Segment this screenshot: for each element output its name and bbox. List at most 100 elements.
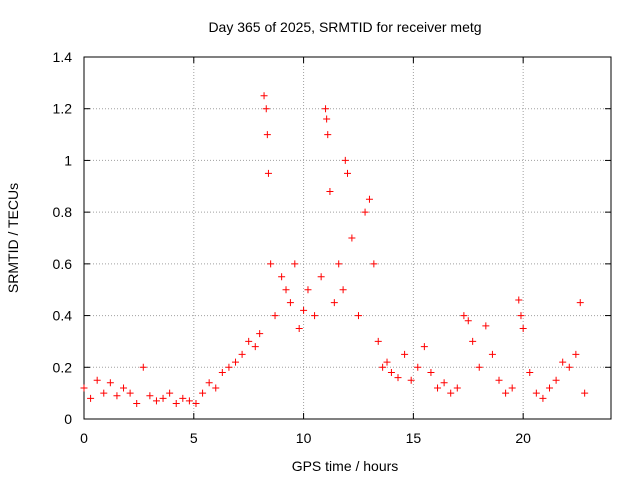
data-point [515,296,523,304]
data-point [106,379,114,387]
data-point [344,169,351,177]
data-point [166,389,174,397]
data-point [278,273,286,281]
data-point [286,299,294,307]
y-tick-label: 1 [64,152,72,168]
data-point [232,358,240,366]
data-point [218,368,226,376]
y-tick-label: 0.2 [53,359,73,375]
data-point [80,384,88,392]
data-point [447,389,455,397]
data-point [225,363,233,371]
data-point [300,306,308,314]
data-point [434,384,442,392]
data-point [394,374,402,382]
data-point [295,325,303,332]
data-point [251,343,259,351]
data-point [572,350,580,358]
data-point [172,399,180,407]
data-point [559,358,567,366]
data-point [565,363,573,371]
data-point [133,399,141,407]
data-point [532,389,540,397]
data-point [482,322,490,330]
axis-tick-labels: 0 0.2 0.4 0.6 0.8 1 1.2 1.4 0 5 10 15 20 [53,49,532,446]
data-point [335,260,343,268]
data-point [192,399,200,407]
data-point [199,389,207,397]
data-point [185,397,193,405]
data-point [339,286,347,294]
data-point [475,363,483,371]
data-point [113,392,121,400]
data-point [322,105,330,113]
plot-frame [83,56,612,420]
data-point [420,343,428,351]
data-point [495,376,503,384]
data-point [330,299,338,307]
data-point [383,358,391,366]
data-point [581,389,589,397]
data-point [508,384,516,392]
data-points [80,92,589,407]
data-point [517,312,525,320]
y-tick-label: 0.4 [53,308,73,324]
data-point [87,394,95,402]
data-point [502,389,510,397]
data-point [100,389,108,397]
x-tick-label: 10 [296,430,312,446]
y-tick-label: 1.4 [53,49,73,65]
x-axis-label: GPS time / hours [292,458,399,474]
data-point [464,317,472,325]
data-point [354,312,362,320]
data-point [341,156,349,164]
data-point [304,286,312,294]
data-point [460,312,468,320]
data-point [370,260,378,268]
data-point [152,397,160,405]
data-point [245,337,253,345]
data-point [263,131,271,139]
x-tick-label: 20 [515,430,531,446]
x-tick-label: 15 [406,430,422,446]
data-point [282,286,290,294]
data-point [526,368,534,376]
data-point [361,208,369,216]
data-point [414,363,422,371]
data-point [374,337,382,345]
data-point [179,394,187,402]
data-point [348,234,356,242]
data-point [365,195,373,203]
data-point [488,350,496,358]
data-point [379,363,387,371]
y-tick-label: 1.2 [53,101,73,117]
data-point [576,299,584,307]
data-point [324,131,332,139]
y-tick-label: 0 [64,411,72,427]
axis-ticks [83,56,611,420]
y-tick-label: 0.6 [53,256,73,272]
data-point [546,384,554,392]
data-point [146,392,154,400]
data-point [238,350,246,358]
data-point [427,368,435,376]
chart-title: Day 365 of 2025, SRMTID for receiver met… [208,19,481,35]
data-point [262,105,270,113]
data-point [291,260,299,268]
x-tick-label: 5 [190,430,198,446]
data-point [323,115,331,123]
data-point [317,273,325,281]
x-tick-label: 0 [80,430,88,446]
data-point [469,337,477,345]
data-point [120,384,128,392]
data-point [539,394,547,402]
data-point [159,394,167,402]
data-point [387,368,395,376]
data-point [271,312,279,320]
data-point [126,389,134,397]
data-point [453,384,461,392]
data-point [552,376,560,384]
data-point [440,379,448,387]
